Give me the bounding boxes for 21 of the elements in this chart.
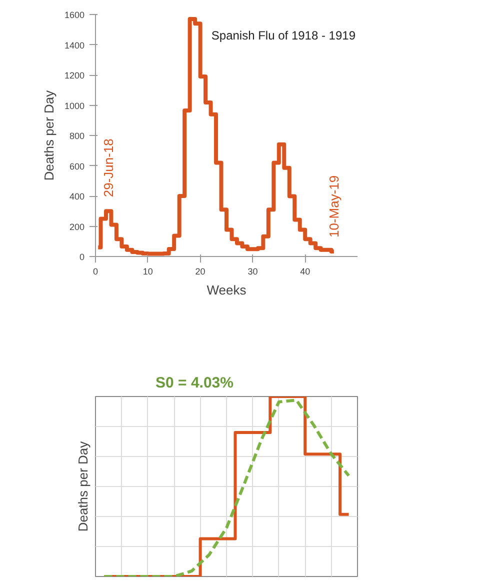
chart-title: S0 = 4.03% xyxy=(156,374,234,392)
y-tick-label: 0 xyxy=(79,252,85,262)
y-tick-label: 1400 xyxy=(64,40,85,50)
x-tick-label: 30 xyxy=(248,266,258,276)
y-axis-title: Deaths per Day xyxy=(76,440,90,532)
annotation: 10-May-19 xyxy=(326,175,342,238)
y-tick-label: 800 xyxy=(69,131,85,141)
y-tick-label: 1000 xyxy=(64,100,85,111)
y-tick-label: 400 xyxy=(69,192,85,202)
x-tick-label: 40 xyxy=(300,266,310,276)
x-tick-label: 10 xyxy=(142,266,153,276)
x-tick-label: 20 xyxy=(195,266,206,276)
x-tick-label: 0 xyxy=(92,266,98,276)
y-tick-label: 200 xyxy=(69,222,85,232)
annotation: 29-Jun-18 xyxy=(101,138,116,198)
text: Spanish Flu of 1918 - 1919 xyxy=(211,28,356,42)
y-tick-label: 600 xyxy=(69,161,85,172)
y-tick-label: 1600 xyxy=(64,10,85,20)
y-tick-label: 1200 xyxy=(64,70,85,80)
y-axis-title: Deaths per Day xyxy=(41,90,56,181)
x-axis-title: Weeks xyxy=(206,282,247,298)
